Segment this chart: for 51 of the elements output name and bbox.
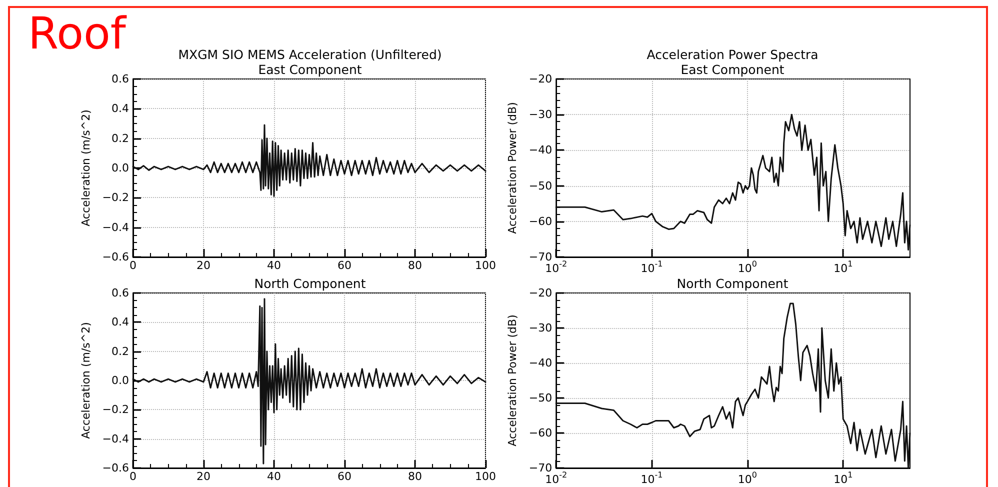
y-tick-label: 0.2 <box>112 132 129 145</box>
y-axis-title: Acceleration Power (dB) <box>506 314 519 446</box>
y-tick-label: −0.2 <box>102 191 129 204</box>
x-tick-label: 40 <box>267 470 281 483</box>
chart-title: MXGM SIO MEMS Acceleration (Unfiltered) <box>178 47 442 62</box>
y-axis-title: Acceleration (m/s^2) <box>79 110 92 226</box>
y-tick-label: 0.6 <box>112 72 129 86</box>
y-tick-label: −0.4 <box>102 432 129 446</box>
x-tick-label: 0 <box>130 259 136 272</box>
y-tick-label: −30 <box>528 322 552 334</box>
y-tick-label: −40 <box>528 144 552 157</box>
chart-title: North Component <box>254 276 366 291</box>
y-tick-label: 0.6 <box>112 286 129 300</box>
y-tick-label: −0.6 <box>102 250 129 264</box>
y-tick-label: −70 <box>528 462 552 474</box>
y-axis-title: Acceleration Power (dB) <box>506 102 519 234</box>
x-tick-label: 20 <box>196 470 210 483</box>
y-axis-title: Acceleration (m/s^2) <box>79 322 92 439</box>
y-tick-label: −0.6 <box>102 462 129 474</box>
x-tick-label: 40 <box>267 259 281 272</box>
x-tick-label: 20 <box>196 259 210 272</box>
y-tick-label: −20 <box>528 286 552 300</box>
y-tick-label: −0.2 <box>102 403 129 416</box>
y-tick-label: −60 <box>528 426 552 440</box>
chart-subtitle: East Component <box>258 62 362 77</box>
y-tick-label: −40 <box>528 356 552 370</box>
y-tick-label: −50 <box>528 179 552 192</box>
x-tick-label: 0 <box>130 470 136 483</box>
x-tick-label: 80 <box>408 259 422 272</box>
chart-subtitle: East Component <box>680 62 784 77</box>
y-tick-label: −30 <box>528 108 552 122</box>
y-tick-label: 0.4 <box>112 316 129 329</box>
x-tick-label: 60 <box>338 259 352 272</box>
y-tick-label: 0.4 <box>112 102 129 116</box>
y-tick-label: −0.4 <box>102 220 129 234</box>
x-tick-label: 60 <box>338 470 352 483</box>
x-tick-label: 80 <box>408 470 422 483</box>
y-tick-label: −50 <box>528 392 552 404</box>
y-tick-label: −70 <box>528 250 552 264</box>
chart-title: Acceleration Power Spectra <box>646 47 818 62</box>
text: Roof <box>28 8 128 60</box>
x-tick-label: 100 <box>475 259 496 272</box>
line-series <box>132 298 486 464</box>
y-tick-label: 0.0 <box>112 162 129 174</box>
chart-title: North Component <box>676 276 788 291</box>
x-tick-label: 100 <box>475 470 496 483</box>
y-tick-label: 0.0 <box>112 374 129 387</box>
y-tick-label: −20 <box>528 72 552 86</box>
y-tick-label: −60 <box>528 214 552 228</box>
y-tick-label: 0.2 <box>112 344 129 358</box>
line-series <box>132 124 486 197</box>
